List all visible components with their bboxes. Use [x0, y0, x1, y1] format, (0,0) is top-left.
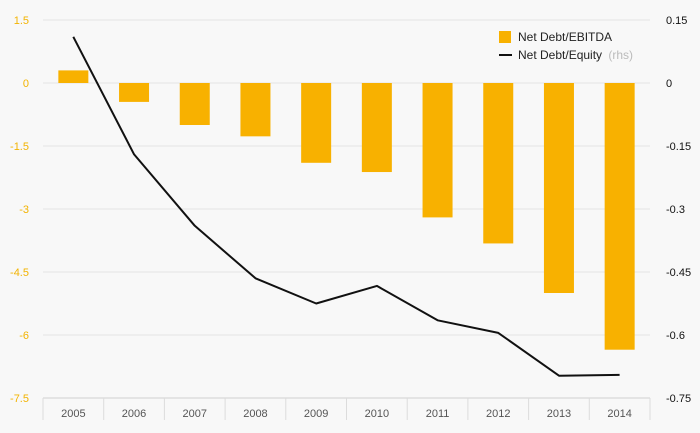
bar — [58, 70, 89, 83]
legend: Net Debt/EBITDA Net Debt/Equity (rhs) — [499, 30, 633, 62]
y-right-tick-label: 0 — [666, 78, 672, 90]
x-tick-label: 2013 — [547, 408, 571, 420]
bar — [483, 83, 514, 244]
x-tick-label: 2014 — [607, 408, 631, 420]
bar — [119, 83, 150, 102]
y-right-tick-label: -0.15 — [666, 141, 691, 153]
y-left-tick-label: -7.5 — [10, 393, 29, 405]
y-left-tick-label: 1.5 — [14, 15, 29, 27]
y-right-tick-label: -0.6 — [666, 330, 685, 342]
y-left-tick-label: -1.5 — [10, 141, 29, 153]
legend-label-net-debt-ebitda: Net Debt/EBITDA — [518, 30, 612, 44]
y-right-tick-label: -0.75 — [666, 393, 691, 405]
y-right-tick-label: 0.15 — [666, 15, 687, 27]
y-left-tick-label: -3 — [19, 204, 29, 216]
bar — [179, 83, 210, 125]
legend-swatch-net-debt-ebitda — [499, 31, 511, 43]
x-tick-label: 2006 — [122, 408, 146, 420]
x-tick-label: 2012 — [486, 408, 510, 420]
line-series — [72, 36, 620, 377]
bar — [361, 83, 392, 173]
legend-label-rhs-suffix: (rhs) — [608, 48, 633, 62]
bar — [301, 83, 332, 163]
legend-label-net-debt-equity: Net Debt/Equity (rhs) — [518, 48, 633, 62]
y-right-tick-label: -0.45 — [666, 267, 691, 279]
x-tick-label: 2009 — [304, 408, 328, 420]
y-left-tick-label: -6 — [19, 330, 29, 342]
legend-label-net-debt-equity-name: Net Debt/Equity — [518, 48, 602, 62]
bar — [240, 83, 271, 137]
y-left-tick-label: 0 — [23, 78, 29, 90]
x-tick-label: 2011 — [426, 408, 450, 420]
y-left-tick-label: -4.5 — [10, 267, 29, 279]
line-net-debt-equity — [72, 36, 620, 377]
bar — [604, 83, 635, 350]
bar — [543, 83, 574, 293]
x-tick-label: 2007 — [183, 408, 207, 420]
y-right-tick-label: -0.3 — [666, 204, 685, 216]
x-tick-label: 2005 — [61, 408, 85, 420]
bar — [422, 83, 453, 218]
bar-series — [58, 70, 635, 350]
x-tick-label: 2010 — [365, 408, 389, 420]
x-tick-label: 2008 — [243, 408, 267, 420]
axes: 1.5 0.15 0 0 -1.5 -0.15 -3 -0.3 -4.5 -0.45 -6 -0.6 -… — [10, 15, 691, 420]
